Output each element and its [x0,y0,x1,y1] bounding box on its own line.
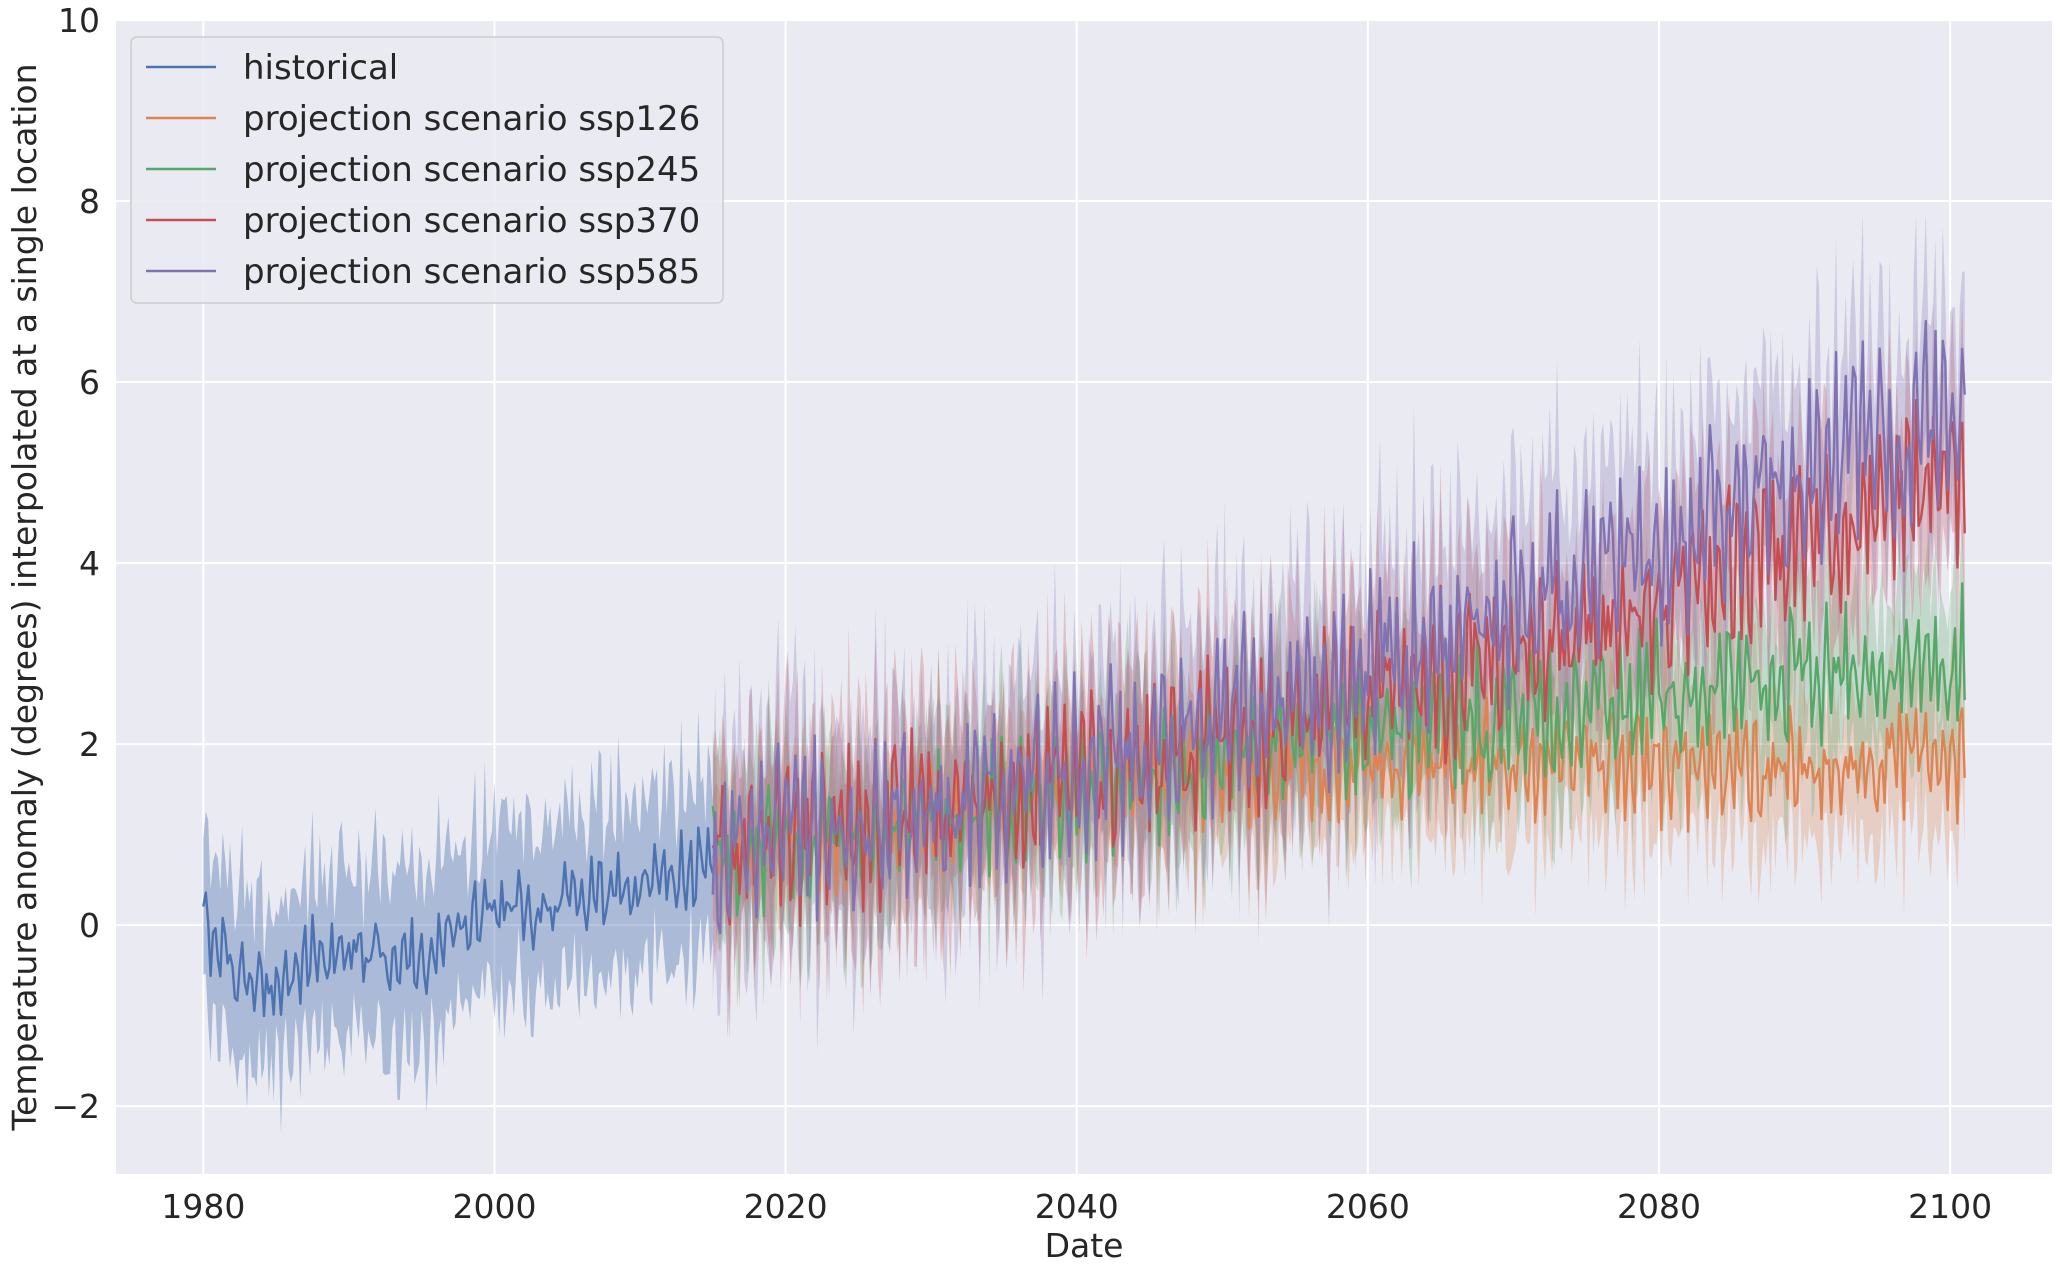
x-tick-label: 1980 [161,1187,245,1226]
series-line-ssp585 [711,319,1966,935]
x-tick-label: 2040 [1035,1187,1119,1226]
tick-labels: 1980 2000 2020 2040 2060 2080 2100 −2 0 2 4 6 8 10 [51,1,1992,1226]
legend-label: projection scenario ssp245 [243,150,700,190]
legend-label: historical [243,48,398,88]
legend-label: projection scenario ssp126 [243,99,700,139]
x-tick-label: 2020 [744,1187,828,1226]
y-tick-label: 8 [79,182,100,221]
x-axis-label: Date [1045,1226,1124,1265]
x-tick-label: 2000 [452,1187,536,1226]
y-tick-label: 10 [58,1,100,40]
y-tick-label: 4 [79,544,100,583]
y-tick-label: 2 [79,725,100,764]
legend-box [130,36,724,304]
legend-label: projection scenario ssp370 [243,201,700,241]
x-tick-label: 2060 [1326,1187,1410,1226]
series-line-ssp126 [711,696,1966,902]
x-tick-label: 2100 [1908,1187,1992,1226]
y-tick-label: 6 [79,363,100,402]
legend-label: projection scenario ssp585 [243,252,700,292]
series-lines [202,319,1966,1018]
series-line-historical [202,826,714,1018]
y-axis-label: Temperature anomaly (degrees) interpolat… [5,63,44,1131]
y-tick-label: −2 [51,1087,100,1126]
x-tick-label: 2080 [1617,1187,1701,1226]
y-tick-label: 0 [79,906,100,945]
legend: historical projection scenario ssp126 proj… [130,36,724,304]
